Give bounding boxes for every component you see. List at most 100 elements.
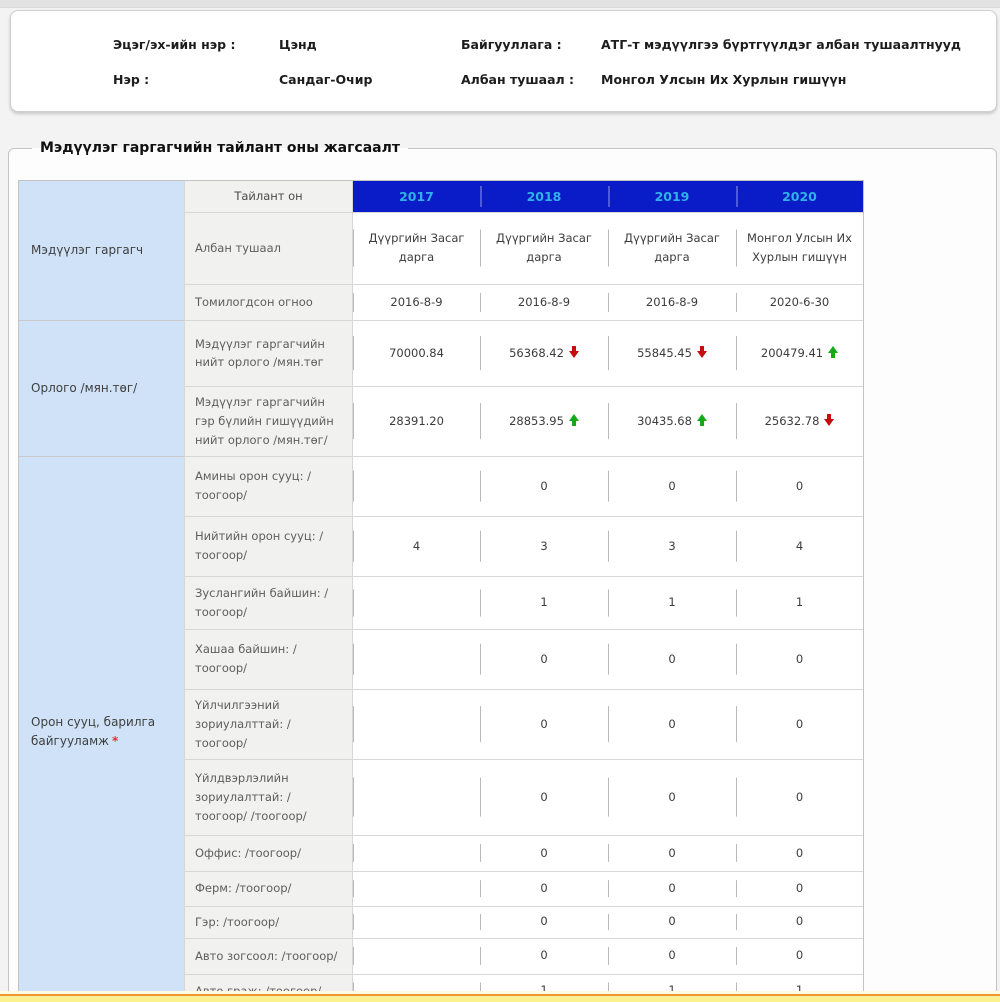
cell-value: 0 [668, 789, 676, 804]
cell-value: 0 [668, 914, 676, 929]
cell-value: 55845.45 [637, 345, 692, 360]
year-tab-2019[interactable]: 2019 [608, 181, 736, 213]
cell-value: 3 [540, 538, 548, 553]
name-value: Сандаг-Очир [279, 72, 373, 87]
page-top-strip [0, 0, 1000, 8]
cell-value: 2016-8-9 [390, 294, 443, 309]
cell-value: 0 [795, 948, 804, 963]
cell-value: 0 [668, 651, 676, 666]
row-label: Томилогдсон огноо [185, 284, 353, 321]
table-row: Орлого /мян.төг/ Мэдүүлэг гаргагчийн ний… [19, 320, 863, 457]
trend-arrow-icon [568, 345, 579, 358]
row-label: Үйлчилгээний зориулалттай: /тоогоор/ [185, 689, 353, 760]
group-declarant: Мэдүүлэг гаргагч [19, 181, 185, 321]
row-label: Үйлдвэрлэлийн зориулалттай: /тоогоор/ /т… [185, 759, 353, 836]
cell-value: 2020-6-30 [769, 294, 830, 309]
cell-value: 0 [668, 881, 676, 895]
row-label: Мэдүүлэг гаргагчийн гэр бүлийн гишүүдийн… [185, 386, 353, 457]
cell-value: 1 [796, 983, 803, 997]
cell-value: 0 [795, 651, 804, 666]
trend-arrow-icon [568, 413, 579, 426]
position-label: Албан тушаал : [461, 72, 575, 87]
cell-value: 0 [540, 789, 548, 804]
cell-value: 200479.41 [760, 345, 824, 360]
name-label: Нэр : [113, 72, 150, 87]
cell-value: 1 [795, 595, 804, 610]
table-row: Нийтийн орон сууц: /тоогоор/ 4 3 3 4 [19, 516, 863, 577]
row-label: Мэдүүлэг гаргагчийн нийт орлого /мян.төг [185, 320, 353, 387]
cell-value: 3 [668, 538, 676, 553]
cell-value: Дүүргийн Засаг дарга [496, 230, 592, 265]
cell-value: 1 [668, 983, 675, 997]
table-row: Үйлдвэрлэлийн зориулалттай: /тоогоор/ /т… [19, 759, 863, 836]
cell-value: 0 [540, 948, 548, 963]
row-label: Авто зогсоол: /тоогоор/ [185, 938, 353, 975]
cell-value: 0 [540, 845, 548, 860]
table-row: Ферм: /тоогоор/ 0 0 0 [19, 871, 863, 907]
cell-value: 0 [540, 914, 548, 929]
row-label: Ферм: /тоогоор/ [185, 871, 353, 907]
trend-arrow-icon [828, 345, 839, 358]
cell-value: 25632.78 [764, 413, 820, 428]
cell-value: 28391.20 [389, 413, 444, 428]
cell-value: Монгол Улсын Их Хурлын гишүүн [747, 230, 852, 265]
cell-value: 1 [668, 595, 676, 610]
group-income: Орлого /мян.төг/ [19, 320, 185, 457]
cell-value: 0 [795, 845, 804, 860]
row-label: Тайлант он [185, 181, 353, 213]
required-asterisk: * [111, 733, 119, 748]
cell-value: 0 [668, 716, 676, 731]
cell-value: 0 [540, 651, 548, 666]
cell-value: 0 [540, 478, 548, 493]
row-label: Албан тушаал [185, 212, 353, 285]
cell-value: 0 [795, 789, 804, 804]
organization-label: Байгууллага : [461, 37, 562, 52]
cell-value: 0 [540, 881, 548, 895]
cell-value: 0 [668, 478, 676, 493]
yearly-declaration-section: Мэдүүлэг гаргагчийн тайлант оны жагсаалт… [8, 140, 997, 1002]
table-row: Үйлчилгээний зориулалттай: /тоогоор/ 0 0… [19, 689, 863, 760]
bottom-highlight-strip [0, 991, 1000, 1002]
cell-value: 2016-8-9 [517, 294, 571, 309]
table-row: Орон сууц, барилга байгууламж * Амины оро… [19, 456, 863, 1002]
table-row: Мэдүүлэг гаргагчийн гэр бүлийн гишүүдийн… [19, 386, 863, 457]
year-tab-2017[interactable]: 2017 [353, 181, 480, 213]
group-real-estate: Орон сууц, барилга байгууламж * [19, 456, 185, 1002]
father-name-label: Эцэг/эх-ийн нэр : [113, 37, 236, 52]
year-tab-2018[interactable]: 2018 [480, 181, 608, 213]
cell-value: 4 [795, 538, 804, 553]
position-value: Монгол Улсын Их Хурлын гишүүн [601, 72, 847, 87]
table-row: Хашаа байшин: /тоогоор/ 0 0 0 [19, 629, 863, 690]
year-tab-2020[interactable]: 2020 [736, 181, 863, 213]
section-legend: Мэдүүлэг гаргагчийн тайлант оны жагсаалт [40, 140, 400, 156]
cell-value: 0 [668, 845, 676, 860]
row-label: Оффис: /тоогоор/ [185, 835, 353, 872]
cell-value: 0 [668, 948, 676, 963]
organization-value: АТГ-т мэдүүлгээ бүртгүүлдэг албан тушаал… [601, 37, 961, 52]
father-name-value: Цэнд [279, 37, 317, 52]
trend-arrow-icon [696, 413, 707, 426]
cell-value: 0 [795, 914, 804, 929]
person-info-card: Эцэг/эх-ийн нэр : Цэнд Байгууллага : АТГ… [10, 10, 997, 112]
row-label: Хашаа байшин: /тоогоор/ [185, 629, 353, 690]
trend-arrow-icon [696, 345, 707, 358]
cell-value: 0 [795, 478, 804, 493]
table-row: Мэдүүлэг гаргагч Тайлант он 2017 2018 20… [19, 181, 863, 321]
cell-value: 56368.42 [509, 345, 564, 360]
cell-value: Дүүргийн Засаг дарга [624, 230, 720, 265]
cell-value: 0 [795, 716, 804, 731]
cell-value: 30435.68 [637, 413, 692, 428]
row-label: Гэр: /тоогоор/ [185, 906, 353, 939]
declaration-table: Мэдүүлэг гаргагч Тайлант он 2017 2018 20… [18, 180, 864, 1002]
cell-value: 1 [540, 983, 547, 997]
cell-value: 0 [540, 716, 548, 731]
cell-value: 28853.95 [509, 413, 564, 428]
cell-value: 0 [795, 881, 804, 895]
cell-value: Дүүргийн Засаг дарга [368, 230, 465, 265]
trend-arrow-icon [824, 413, 835, 426]
row-label: Нийтийн орон сууц: /тоогоор/ [185, 516, 353, 577]
cell-value: 70000.84 [389, 345, 444, 360]
cell-value: 1 [540, 595, 548, 610]
table-row: Оффис: /тоогоор/ 0 0 0 [19, 835, 863, 872]
row-label: Зуслангийн байшин: /тоогоор/ [185, 576, 353, 630]
